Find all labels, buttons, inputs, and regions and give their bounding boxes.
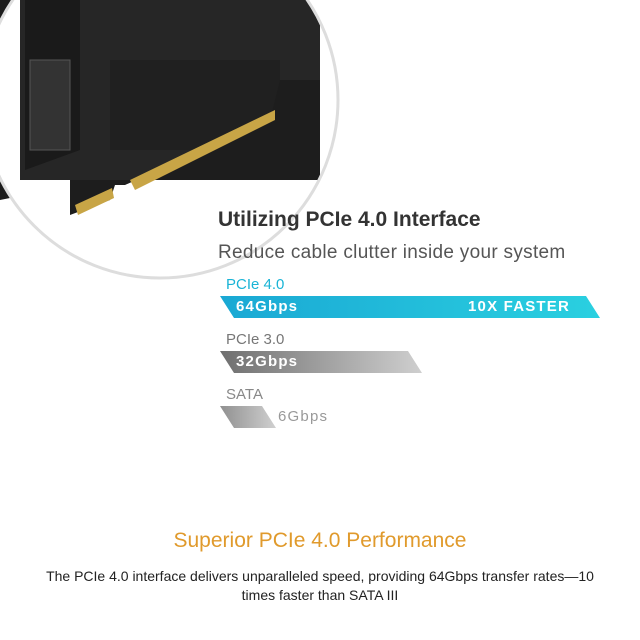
sata-label: SATA bbox=[226, 386, 263, 403]
pcie3-speed: 32Gbps bbox=[236, 353, 299, 370]
pcie3-bar bbox=[220, 351, 422, 373]
section-body: The PCIe 4.0 interface delivers unparall… bbox=[46, 568, 594, 603]
pcie4-label: PCIe 4.0 bbox=[226, 276, 285, 293]
title: Utilizing PCIe 4.0 Interface bbox=[218, 208, 481, 231]
sata-speed: 6Gbps bbox=[278, 408, 329, 425]
subtitle: Reduce cable clutter inside your system bbox=[218, 242, 566, 263]
pcie3-label: PCIe 3.0 bbox=[226, 331, 285, 348]
section-title: Superior PCIe 4.0 Performance bbox=[173, 529, 467, 552]
pcie4-bar bbox=[220, 296, 600, 318]
pcie4-badge: 10X FASTER bbox=[468, 298, 571, 315]
pcie4-speed: 64Gbps bbox=[236, 298, 299, 315]
sata-bar bbox=[220, 406, 276, 428]
